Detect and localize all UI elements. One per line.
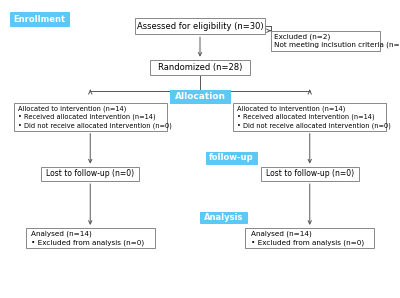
Text: Excluded (n=2)
Not meeting inclsution criteria (n=2): Excluded (n=2) Not meeting inclsution cr… bbox=[274, 33, 400, 49]
Text: Allocated to intervention (n=14)
• Received allocated intervention (n=14)
• Did : Allocated to intervention (n=14) • Recei… bbox=[237, 105, 391, 129]
Text: Enrollment: Enrollment bbox=[13, 15, 65, 24]
Text: Lost to follow-up (n=0): Lost to follow-up (n=0) bbox=[266, 169, 354, 178]
FancyBboxPatch shape bbox=[26, 228, 155, 248]
FancyBboxPatch shape bbox=[261, 167, 359, 181]
Text: Analysed (n=14)
• Excluded from analysis (n=0): Analysed (n=14) • Excluded from analysis… bbox=[32, 231, 144, 246]
FancyBboxPatch shape bbox=[270, 31, 380, 51]
Text: Allocated to intervention (n=14)
• Received allocated intervention (n=14)
• Did : Allocated to intervention (n=14) • Recei… bbox=[18, 105, 172, 129]
Text: Randomized (n=28): Randomized (n=28) bbox=[158, 63, 242, 72]
Text: Assessed for eligibility (n=30): Assessed for eligibility (n=30) bbox=[137, 22, 263, 31]
FancyBboxPatch shape bbox=[170, 90, 230, 103]
Text: Analysis: Analysis bbox=[204, 213, 243, 222]
FancyBboxPatch shape bbox=[233, 103, 386, 131]
FancyBboxPatch shape bbox=[206, 152, 257, 164]
Text: Allocation: Allocation bbox=[174, 92, 226, 101]
FancyBboxPatch shape bbox=[41, 167, 139, 181]
Text: Lost to follow-up (n=0): Lost to follow-up (n=0) bbox=[46, 169, 134, 178]
Text: Analysed (n=14)
• Excluded from analysis (n=0): Analysed (n=14) • Excluded from analysis… bbox=[251, 231, 364, 246]
FancyBboxPatch shape bbox=[10, 12, 69, 26]
FancyBboxPatch shape bbox=[150, 60, 250, 75]
FancyBboxPatch shape bbox=[245, 228, 374, 248]
FancyBboxPatch shape bbox=[135, 18, 265, 34]
FancyBboxPatch shape bbox=[14, 103, 167, 131]
Text: follow-up: follow-up bbox=[209, 153, 254, 162]
FancyBboxPatch shape bbox=[200, 212, 247, 224]
